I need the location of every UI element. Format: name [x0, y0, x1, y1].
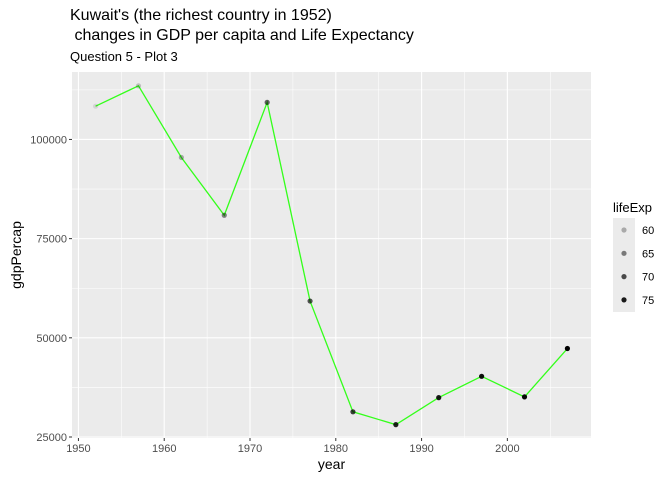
series-line	[95, 84, 568, 426]
y-tick-label: 25000	[36, 432, 67, 444]
data-point	[135, 83, 142, 89]
data-point	[393, 422, 399, 428]
data-point	[221, 212, 227, 218]
legend-title: lifeExp	[613, 200, 652, 215]
data-point	[521, 394, 528, 400]
legend-entries: 60 65 70 75	[621, 225, 654, 307]
y-axis-ticks: 25000 50000 75000 100000	[30, 134, 72, 444]
plot-panel	[72, 72, 591, 438]
data-points	[92, 83, 571, 428]
x-tick-label: 1960	[152, 443, 176, 455]
data-point	[564, 345, 571, 352]
legend-key	[621, 297, 627, 303]
y-axis-title: gdpPercap	[8, 221, 24, 289]
y-tick-label: 50000	[36, 333, 67, 345]
data-point	[479, 373, 485, 379]
y-tick-label: 100000	[30, 134, 67, 146]
y-tick-label: 75000	[36, 234, 67, 246]
legend-key	[621, 227, 627, 233]
data-point	[264, 99, 270, 105]
chart-title-line2: changes in GDP per capita and Life Expec…	[70, 27, 414, 44]
data-point	[178, 154, 184, 161]
x-axis-title: year	[318, 456, 346, 472]
data-point	[350, 409, 356, 415]
legend-label: 75	[642, 295, 654, 307]
chart-title-line1: Kuwait's (the richest country in 1952)	[70, 7, 332, 24]
x-axis-ticks: 1950 1960 1970 1980 1990 2000	[66, 438, 520, 455]
series-line-group	[95, 84, 568, 426]
legend-key	[621, 250, 627, 256]
x-tick-label: 1950	[66, 443, 90, 455]
legend-key	[621, 274, 627, 280]
x-tick-label: 1990	[409, 443, 433, 455]
data-point	[92, 103, 99, 109]
data-point	[307, 298, 313, 304]
legend-label: 65	[642, 248, 654, 260]
grid-major	[72, 72, 591, 438]
data-point	[436, 394, 442, 401]
legend-key-background	[613, 218, 635, 312]
grid-minor	[72, 72, 591, 438]
chart-subtitle: Question 5 - Plot 3	[70, 49, 178, 64]
legend-label: 70	[642, 272, 654, 284]
x-tick-label: 1970	[238, 443, 262, 455]
legend-label: 60	[642, 225, 654, 237]
x-tick-label: 2000	[495, 443, 519, 455]
x-tick-label: 1980	[324, 443, 348, 455]
